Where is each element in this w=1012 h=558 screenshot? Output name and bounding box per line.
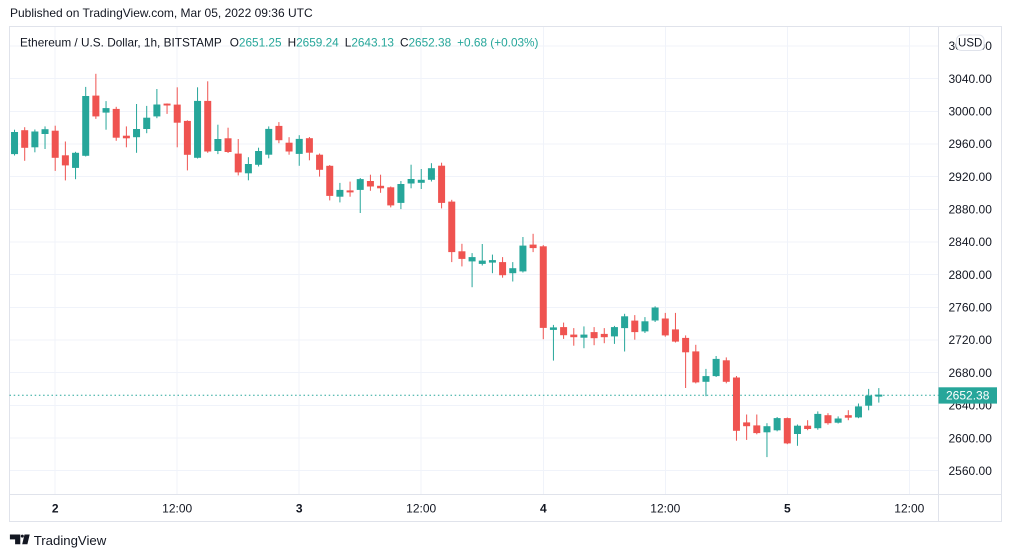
svg-text:USD: USD <box>958 38 982 50</box>
svg-text:3: 3 <box>296 501 303 515</box>
svg-text:Ethereum / U.S. Dollar, 1h, BI: Ethereum / U.S. Dollar, 1h, BITSTAMP O265… <box>20 36 539 50</box>
svg-text:2920.00: 2920.00 <box>949 170 993 184</box>
svg-text:2840.00: 2840.00 <box>949 235 993 249</box>
svg-text:12:00: 12:00 <box>162 501 192 515</box>
svg-text:2960.00: 2960.00 <box>949 137 993 151</box>
svg-text:2800.00: 2800.00 <box>949 268 993 282</box>
svg-text:2880.00: 2880.00 <box>949 203 993 217</box>
svg-text:2652.38: 2652.38 <box>946 389 990 403</box>
svg-text:12:00: 12:00 <box>894 501 924 515</box>
svg-text:12:00: 12:00 <box>650 501 680 515</box>
svg-text:3000.00: 3000.00 <box>949 105 993 119</box>
svg-text:4: 4 <box>540 501 547 515</box>
svg-text:3040.00: 3040.00 <box>949 72 993 86</box>
svg-text:12:00: 12:00 <box>406 501 436 515</box>
svg-text:TradingView: TradingView <box>34 533 107 548</box>
svg-text:5: 5 <box>784 501 791 515</box>
svg-text:2720.00: 2720.00 <box>949 333 993 347</box>
svg-text:2600.00: 2600.00 <box>949 431 993 445</box>
svg-text:Published on TradingView.com,: Published on TradingView.com, Mar 05, 20… <box>10 6 313 20</box>
svg-text:2560.00: 2560.00 <box>949 464 993 478</box>
svg-text:2760.00: 2760.00 <box>949 301 993 315</box>
svg-text:2680.00: 2680.00 <box>949 366 993 380</box>
svg-text:2: 2 <box>52 501 59 515</box>
